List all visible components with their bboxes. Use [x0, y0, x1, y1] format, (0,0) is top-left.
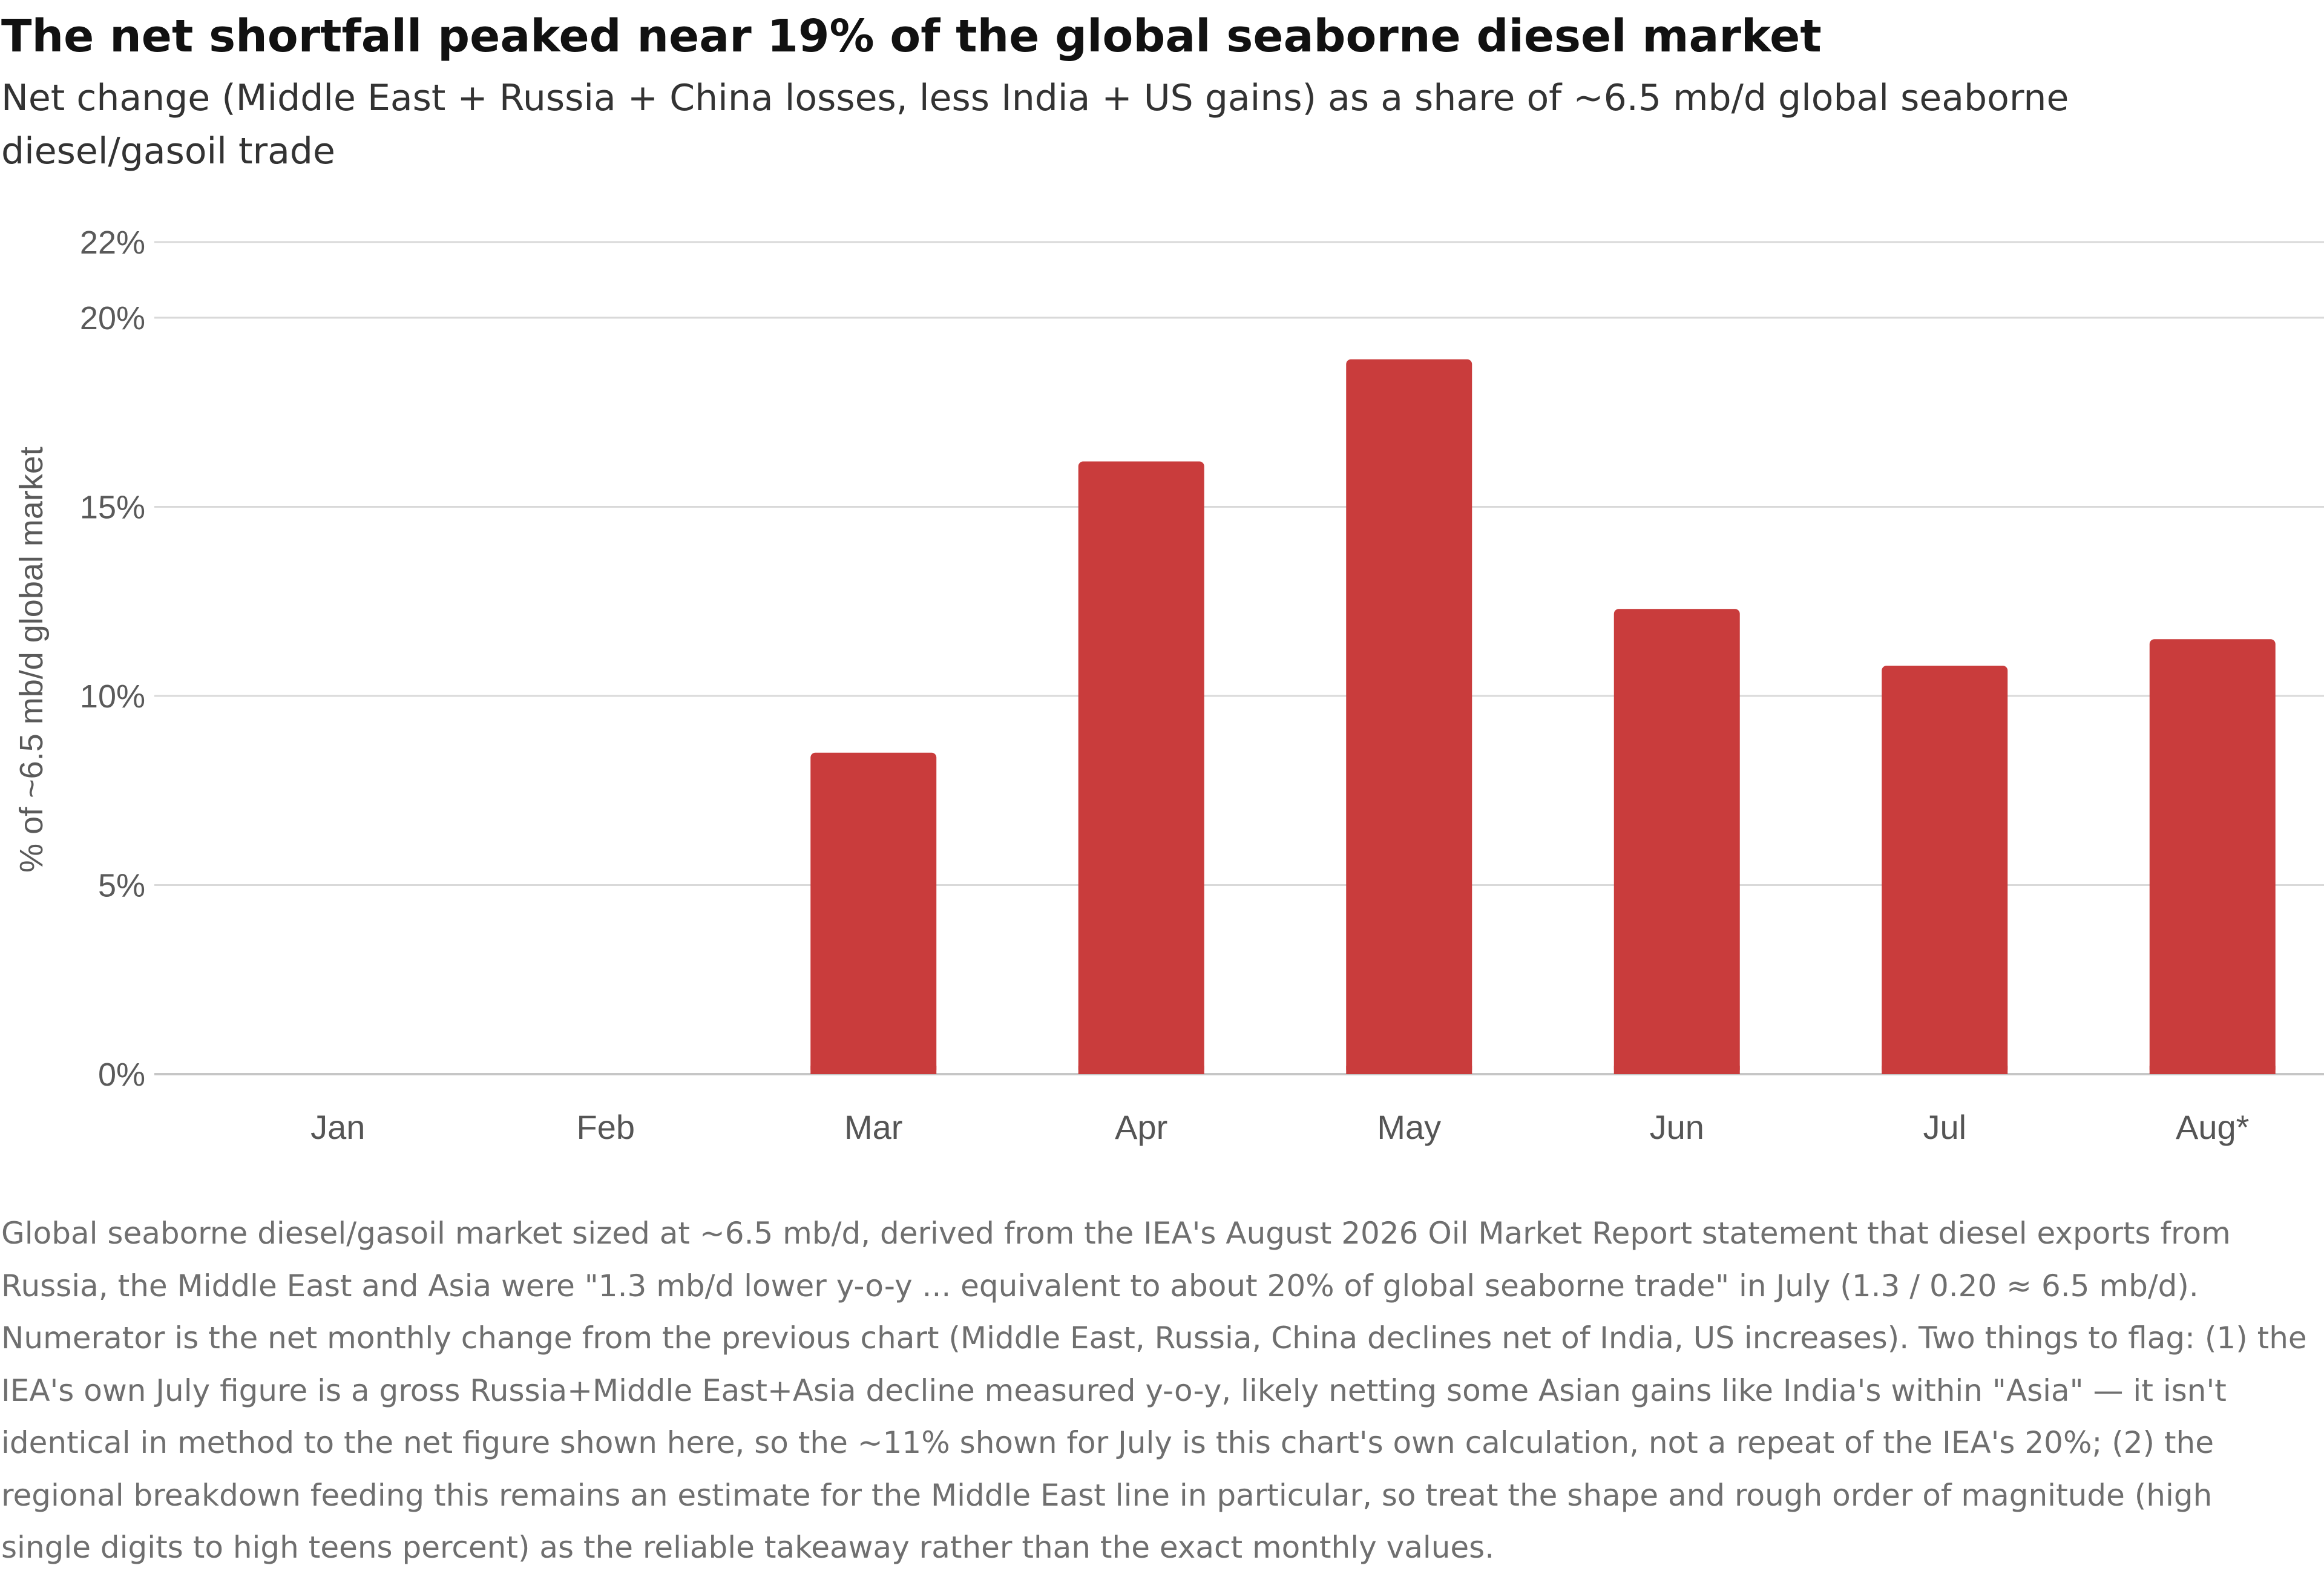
bar-base-apr [1078, 1066, 1204, 1074]
bar-chart: 0% 5% 10% 15% 20% 22% Jan Feb Mar Apr May Jun Jul Au… [0, 200, 2324, 1192]
bar-base-mar [810, 1066, 937, 1074]
bar-chart-svg: 0% 5% 10% 15% 20% 22% Jan Feb Mar Apr May Jun Jul Au… [13, 225, 2324, 1146]
y-tick-label: 10% [80, 678, 145, 715]
chart-title: The net shortfall peaked near 19% of the… [1, 10, 1822, 62]
x-tick-label: Jan [310, 1108, 365, 1146]
bar-aug [2149, 639, 2276, 1074]
bar-base-may [1346, 1066, 1472, 1074]
x-tick-label: Feb [577, 1108, 635, 1146]
bar-base-aug [2149, 1066, 2276, 1074]
x-tick-label: May [1377, 1108, 1441, 1146]
bars [810, 359, 2276, 1074]
y-axis-ticks: 0% 5% 10% 15% 20% 22% [80, 225, 145, 1093]
x-tick-label: Jun [1650, 1108, 1704, 1146]
x-tick-label: Jul [1923, 1108, 1966, 1146]
x-tick-label: Apr [1115, 1108, 1167, 1146]
y-tick-label: 0% [98, 1057, 145, 1093]
bar-base-jun [1613, 1066, 1740, 1074]
chart-subtitle: Net change (Middle East + Russia + China… [1, 77, 2069, 172]
bar-jul [1882, 666, 2008, 1074]
x-tick-label: Mar [844, 1108, 902, 1146]
bar-may [1346, 359, 1472, 1074]
y-tick-label: 5% [98, 868, 145, 904]
y-tick-label: 15% [80, 490, 145, 526]
bar-base-jul [1882, 1066, 2008, 1074]
y-tick-label: 20% [80, 300, 145, 336]
bar-mar [810, 752, 937, 1074]
y-tick-label: 22% [80, 225, 145, 261]
bar-apr [1078, 461, 1204, 1074]
chart-footnote: Global seaborne diesel/gasoil market siz… [1, 1216, 2307, 1565]
x-tick-label: Aug* [2176, 1108, 2249, 1146]
x-axis-ticks: Jan Feb Mar Apr May Jun Jul Aug* [310, 1108, 2249, 1146]
y-axis-label: % of ~6.5 mb/d global market [13, 447, 50, 873]
bar-jun [1613, 609, 1740, 1074]
